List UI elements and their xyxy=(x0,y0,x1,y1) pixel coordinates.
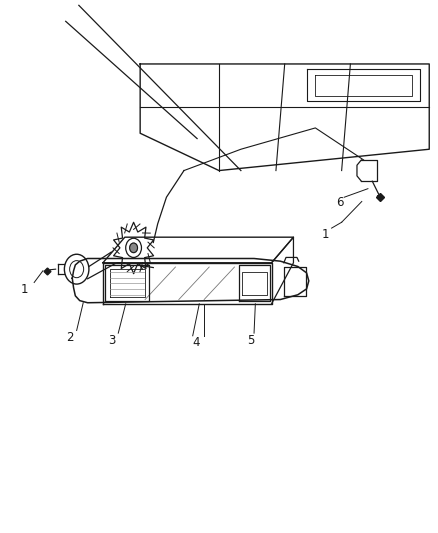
Text: 3: 3 xyxy=(108,334,115,346)
Text: 1: 1 xyxy=(20,283,28,296)
Text: 4: 4 xyxy=(192,336,200,349)
Text: 6: 6 xyxy=(336,196,343,209)
Text: 1: 1 xyxy=(321,228,329,241)
Circle shape xyxy=(130,243,138,253)
Text: 5: 5 xyxy=(247,334,254,346)
Text: 2: 2 xyxy=(66,331,74,344)
